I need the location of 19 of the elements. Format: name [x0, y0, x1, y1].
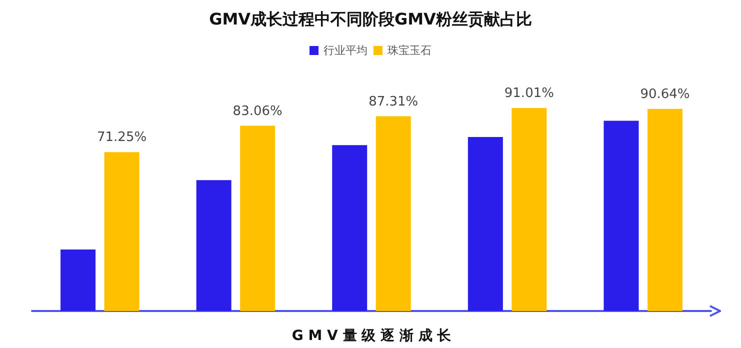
bar — [604, 120, 639, 311]
bar — [468, 137, 503, 311]
data-label: 90.64% — [640, 86, 690, 102]
bar — [60, 249, 96, 311]
bar — [240, 126, 276, 311]
data-label: 87.31% — [368, 94, 418, 110]
bar — [332, 145, 368, 311]
bar — [512, 108, 547, 311]
data-label: 71.25% — [96, 130, 147, 146]
bar — [104, 152, 140, 311]
legend-label: 珠宝玉石 — [388, 44, 432, 57]
bar — [196, 180, 232, 311]
chart-title: GMV成长过程中不同阶段GMV粉丝贡献占比 — [209, 10, 532, 28]
data-label: 83.06% — [232, 104, 282, 119]
bar — [376, 116, 411, 311]
x-axis-title: G M V 量 级 逐 渐 成 长 — [292, 328, 452, 344]
data-label: 91.01% — [504, 86, 554, 102]
bar — [647, 108, 682, 311]
legend-label: 行业平均 — [324, 44, 368, 57]
